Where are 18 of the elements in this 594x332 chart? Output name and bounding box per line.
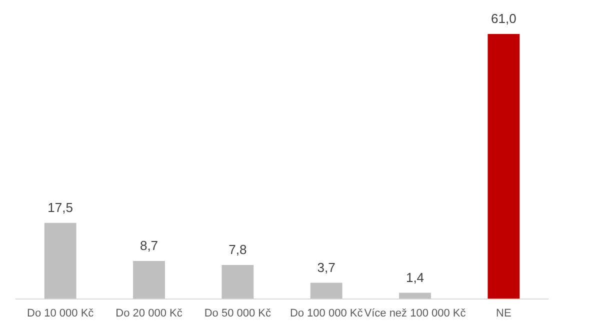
data-label: 8,7 bbox=[140, 238, 158, 254]
bar bbox=[310, 282, 342, 299]
data-label: 61,0 bbox=[491, 11, 516, 26]
bar bbox=[399, 292, 431, 299]
data-label: 3,7 bbox=[317, 260, 336, 275]
bar bbox=[488, 34, 520, 299]
data-label: 7,8 bbox=[228, 242, 247, 258]
bar bbox=[133, 261, 165, 299]
x-tick-label: Více než 100 000 Kč bbox=[364, 307, 466, 320]
bar bbox=[222, 264, 254, 299]
x-tick-label: Do 100 000 Kč bbox=[290, 307, 364, 320]
x-tick-label: Do 50 000 Kč bbox=[204, 307, 272, 320]
data-label: 1,4 bbox=[406, 270, 424, 285]
data-label: 17,5 bbox=[48, 200, 73, 215]
x-tick-label: NE bbox=[496, 307, 512, 320]
bar bbox=[44, 222, 76, 299]
x-tick-label: Do 10 000 Kč bbox=[27, 307, 94, 320]
x-tick-label: Do 20 000 Kč bbox=[116, 307, 183, 320]
